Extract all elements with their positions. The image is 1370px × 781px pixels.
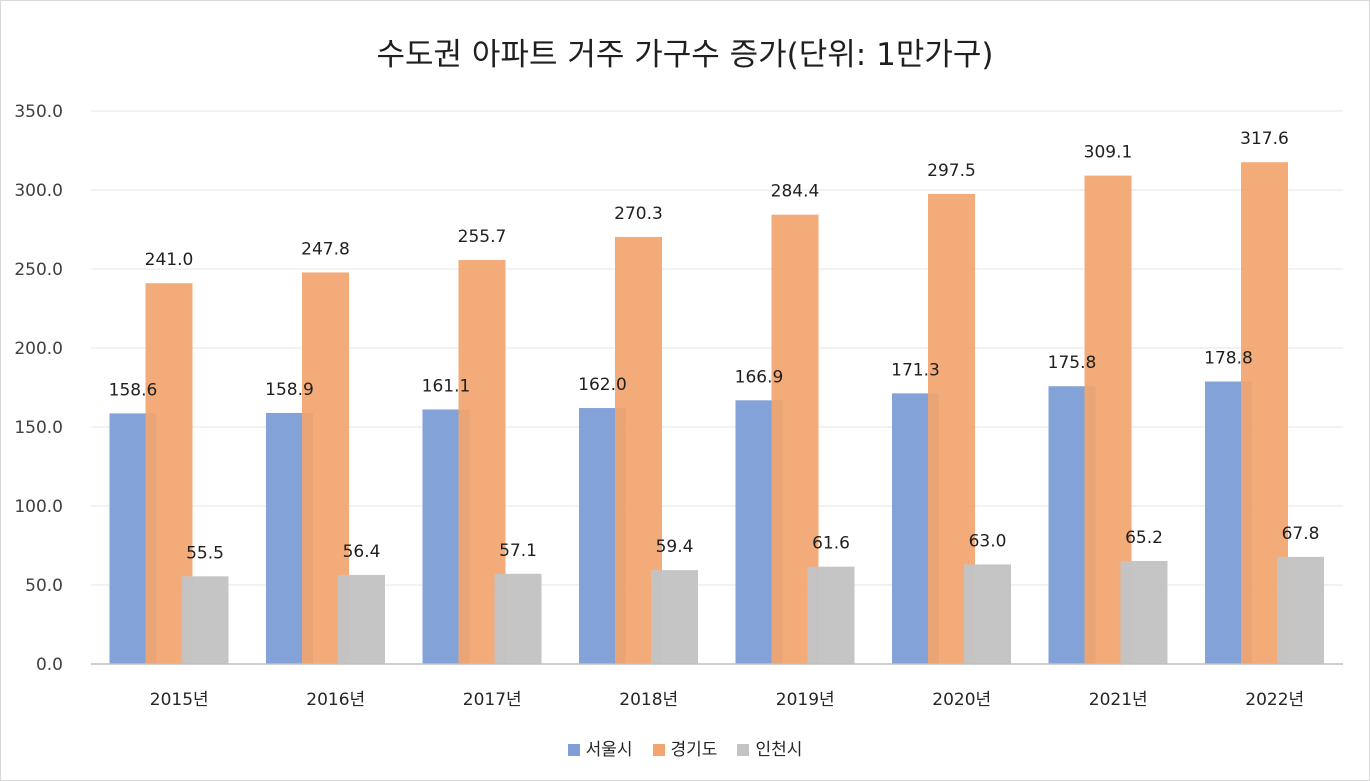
data-label: 171.3	[891, 360, 940, 380]
data-label: 59.4	[656, 537, 694, 557]
data-label: 57.1	[499, 541, 537, 561]
y-tick-label: 150.0	[14, 418, 63, 438]
x-tick-label: 2020년	[932, 690, 991, 710]
legend-item: 서울시	[567, 735, 633, 760]
data-label: 63.0	[969, 531, 1007, 551]
legend-label: 서울시	[585, 740, 633, 760]
data-label: 241.0	[145, 250, 194, 270]
legend-swatch	[652, 744, 665, 756]
legend-swatch	[737, 744, 750, 756]
legend-label: 인천시	[755, 740, 803, 760]
bar-incheon	[1277, 556, 1324, 664]
data-label: 247.8	[301, 239, 350, 259]
y-tick-label: 0.0	[36, 655, 63, 675]
y-tick-label: 250.0	[14, 260, 63, 280]
x-tick-label: 2018년	[619, 690, 678, 710]
data-label: 178.8	[1204, 348, 1253, 368]
bar-incheon	[964, 564, 1011, 664]
x-tick-label: 2019년	[776, 690, 835, 710]
y-tick-label: 350.0	[14, 102, 63, 122]
y-tick-label: 100.0	[14, 497, 63, 517]
data-label: 55.5	[186, 543, 224, 563]
data-label: 317.6	[1240, 129, 1289, 149]
bar-incheon	[494, 573, 542, 664]
x-tick-label: 2021년	[1089, 690, 1148, 710]
x-tick-label: 2016년	[306, 690, 365, 710]
data-label: 158.6	[109, 380, 158, 400]
data-label: 61.6	[812, 534, 850, 554]
plot-area: 0.0 50.0 100.0 150.0 200.0 250.0 300.0 350.0 158…	[14, 102, 1343, 710]
legend-label: 경기도	[670, 740, 718, 760]
y-tick-label: 50.0	[25, 576, 63, 596]
data-label: 56.4	[343, 542, 381, 562]
x-tick-label: 2015년	[150, 690, 209, 710]
legend: 서울시 경기도 인천시	[1, 735, 1369, 760]
legend-swatch	[567, 744, 580, 756]
data-label: 166.9	[735, 367, 784, 387]
x-tick-label: 2022년	[1245, 690, 1304, 710]
bar-incheon	[1120, 560, 1168, 664]
data-label: 158.9	[265, 380, 314, 400]
data-label: 67.8	[1282, 524, 1320, 544]
bar-incheon	[181, 576, 229, 664]
data-label: 162.0	[578, 375, 627, 395]
legend-item: 인천시	[737, 735, 802, 760]
data-label: 65.2	[1125, 528, 1163, 548]
legend-item: 경기도	[652, 735, 718, 760]
bar-incheon	[651, 570, 698, 664]
data-label: 255.7	[458, 227, 507, 247]
chart-title: 수도권 아파트 거주 가구수 증가(단위: 1만가구)	[376, 37, 994, 73]
data-label: 161.1	[422, 376, 471, 396]
x-tick-label: 2017년	[463, 690, 522, 710]
y-tick-label: 200.0	[14, 339, 63, 359]
y-tick-label: 300.0	[14, 181, 63, 201]
bar-incheon	[338, 574, 385, 664]
bar-incheon	[807, 566, 855, 664]
data-label: 284.4	[771, 182, 820, 202]
data-label: 297.5	[927, 161, 976, 181]
data-label: 270.3	[614, 204, 663, 224]
data-label: 309.1	[1084, 143, 1133, 163]
data-label: 175.8	[1048, 353, 1097, 373]
